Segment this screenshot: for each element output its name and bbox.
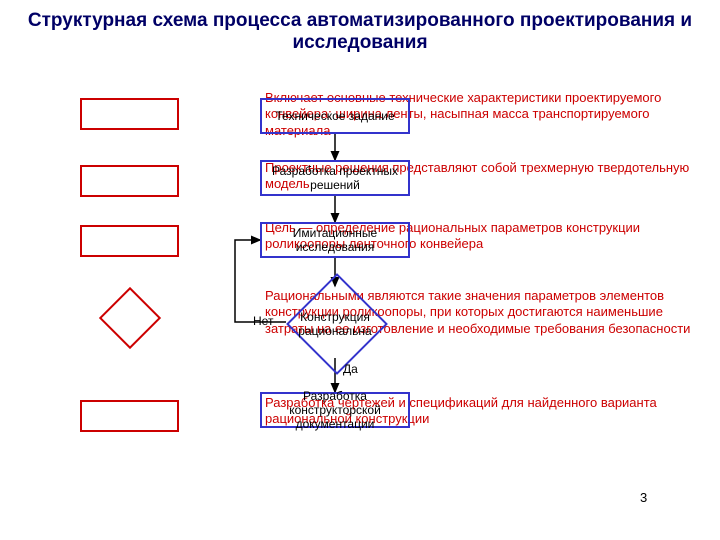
- legend-diamond: [98, 287, 160, 349]
- flow-box-design: Разработка проектных решений: [260, 160, 410, 196]
- flow-decision-label: Конструкция рациональна: [285, 310, 385, 338]
- diagram-canvas: Включает основные технические характерис…: [0, 60, 720, 540]
- legend-box-3: [80, 225, 179, 257]
- edge-label-no: Нет: [253, 314, 273, 328]
- flow-box-sim: Имитационные исследования: [260, 222, 410, 258]
- legend-box-1: [80, 98, 179, 130]
- legend-box-5: [80, 400, 179, 432]
- page-title: Структурная схема процесса автоматизиров…: [0, 0, 720, 60]
- flow-box-techspec: Техническое задание: [260, 98, 410, 134]
- slide-number: 3: [640, 490, 680, 534]
- flow-box-docs: Разработка конструкторской документации: [260, 392, 410, 428]
- edge-label-yes: Да: [343, 362, 358, 376]
- legend-box-2: [80, 165, 179, 197]
